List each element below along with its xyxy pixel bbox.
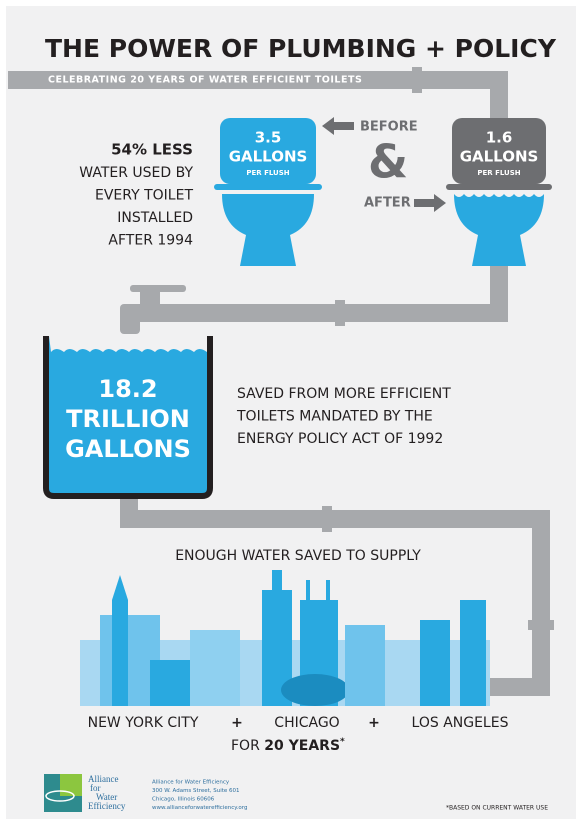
page: {"header": {"title": "THE POWER OF PLUMB…	[0, 0, 582, 825]
city: CHICAGO	[274, 715, 339, 731]
footnote: *BASED ON CURRENT WATER USE	[446, 805, 548, 812]
city: LOS ANGELES	[412, 715, 509, 731]
after-amount: 1.6	[486, 129, 513, 147]
logo-word: Efficiency	[88, 801, 126, 811]
city: NEW YORK CITY	[88, 715, 199, 731]
before-label: BEFORE	[360, 120, 418, 135]
title: THE POWER OF PLUMBING + POLICY	[45, 34, 557, 63]
savings-line: TOILETS MANDATED BY THE	[236, 409, 433, 425]
after-per: PER FLUSH	[477, 169, 520, 177]
reduction-line: INSTALLED	[117, 210, 193, 226]
supply-heading: ENOUGH WATER SAVED TO SUPPLY	[175, 548, 421, 564]
footnote-mark: *	[340, 737, 345, 747]
after-label: AFTER	[364, 196, 411, 211]
duration-line: FOR 20 YEARS*	[231, 737, 345, 755]
savings-lines: SAVED FROM MORE EFFICIENT TOILETS MANDATE…	[236, 386, 451, 447]
logo	[44, 774, 82, 812]
reduction-headline: 54% LESS	[111, 141, 193, 159]
city: +	[368, 715, 380, 731]
savings-line: SAVED FROM MORE EFFICIENT	[237, 386, 451, 402]
address-line: www.allianceforwaterefficiency.org	[152, 805, 247, 811]
tank-line: TRILLION	[66, 405, 190, 433]
city: +	[231, 715, 243, 731]
tank-line: 18.2	[98, 375, 157, 403]
ampersand: &	[368, 135, 408, 189]
address-line: 300 W. Adams Street, Suite 601	[152, 788, 240, 794]
infographic: THE POWER OF PLUMBING + POLICY CELEBRATI…	[0, 0, 582, 825]
address-line: Alliance for Water Efficiency	[152, 780, 230, 786]
tank-line: GALLONS	[65, 435, 191, 463]
after-unit: GALLONS	[460, 148, 539, 166]
duration: 20 YEARS	[264, 738, 340, 754]
subtitle: CELEBRATING 20 YEARS OF WATER EFFICIENT …	[48, 75, 362, 86]
reduction-line: EVERY TOILET	[95, 188, 193, 204]
cities: NEW YORK CITY + CHICAGO + LOS ANGELES	[88, 715, 509, 731]
address-line: Chicago, Illinois 60606	[152, 797, 215, 803]
reduction-line: WATER USED BY	[79, 165, 193, 181]
savings-line: ENERGY POLICY ACT OF 1992	[237, 431, 443, 447]
reduction-line: AFTER 1994	[108, 233, 193, 249]
before-per: PER FLUSH	[246, 169, 289, 177]
before-unit: GALLONS	[229, 148, 308, 166]
before-amount: 3.5	[255, 129, 282, 147]
duration-prefix: FOR	[231, 738, 260, 754]
